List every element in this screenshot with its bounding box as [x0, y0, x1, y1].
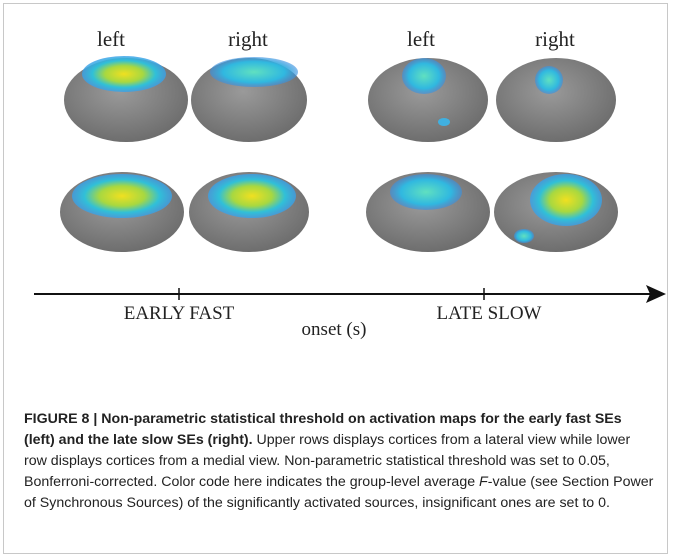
hemisphere-label: left: [97, 27, 125, 51]
brain-medial: [189, 172, 309, 252]
hemisphere-label: right: [228, 27, 268, 51]
brain-medial: [494, 172, 618, 252]
brain-medial: [366, 172, 490, 252]
figure-frame: left right left right EARLY FA: [3, 3, 668, 554]
axis-title: onset (s): [302, 319, 367, 340]
hemisphere-label: left: [407, 27, 435, 51]
axis-label: LATE SLOW: [436, 303, 541, 324]
figure-image: left right left right EARLY FA: [4, 4, 669, 404]
brain-lateral: [368, 58, 488, 142]
brain-lateral: [191, 57, 307, 142]
brain-lateral: [64, 56, 188, 142]
axis-label: EARLY FAST: [124, 303, 235, 324]
brain-lateral: [496, 58, 616, 142]
caption-italic: F: [479, 474, 488, 490]
figure-caption: FIGURE 8 | Non-parametric statistical th…: [24, 409, 654, 514]
brain-medial: [60, 172, 184, 252]
hemisphere-label: right: [535, 27, 575, 51]
